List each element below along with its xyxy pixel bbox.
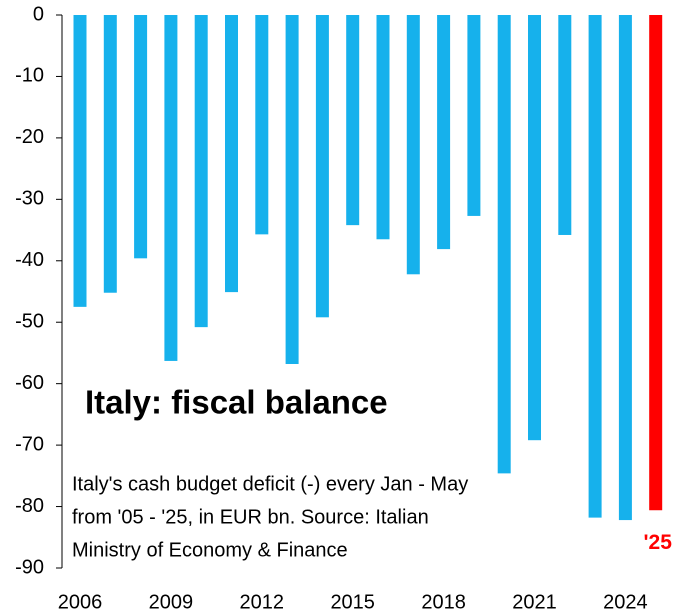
subtitle-line: Italy's cash budget deficit (-) every Ja… [72, 473, 468, 495]
bar [437, 15, 451, 250]
chart-title: Italy: fiscal balance [85, 384, 388, 421]
bar [73, 15, 87, 307]
bar [255, 15, 269, 235]
subtitle-line: Ministry of Economy & Finance [72, 539, 348, 561]
bar [315, 15, 329, 318]
bar [649, 15, 663, 511]
x-tick-label: 2009 [149, 591, 194, 613]
y-tick-label: -40 [15, 249, 44, 271]
bar [376, 15, 390, 240]
y-tick-label: -50 [15, 311, 44, 333]
bar [194, 15, 208, 328]
bar [103, 15, 117, 293]
y-tick-label: -60 [15, 372, 44, 394]
bar [225, 15, 238, 293]
y-tick-label: -10 [15, 65, 44, 87]
y-tick-label: -30 [15, 188, 44, 210]
y-tick-label: -80 [15, 495, 44, 517]
x-tick-label: 2012 [240, 591, 285, 613]
y-tick-label: -70 [15, 433, 44, 455]
bar [164, 15, 178, 361]
bar [528, 15, 541, 441]
y-tick-label: -20 [15, 126, 44, 148]
bar [588, 15, 602, 518]
annotation: '25 [644, 531, 673, 554]
x-tick-label: 2021 [512, 591, 557, 613]
bar [467, 15, 481, 216]
bar [618, 15, 632, 521]
bar [497, 15, 511, 474]
x-tick-label: 2006 [58, 591, 103, 613]
bar [406, 15, 420, 275]
bar [346, 15, 360, 226]
x-tick-label: 2015 [330, 591, 375, 613]
subtitle-line: from '05 - '25, in EUR bn. Source: Itali… [72, 506, 429, 528]
y-tick-label: 0 [33, 3, 44, 25]
bar [285, 15, 299, 365]
x-tick-label: 2018 [421, 591, 466, 613]
bar [558, 15, 572, 235]
x-tick-label: 2024 [603, 591, 648, 613]
y-tick-label: -90 [15, 556, 44, 578]
bar [134, 15, 148, 259]
